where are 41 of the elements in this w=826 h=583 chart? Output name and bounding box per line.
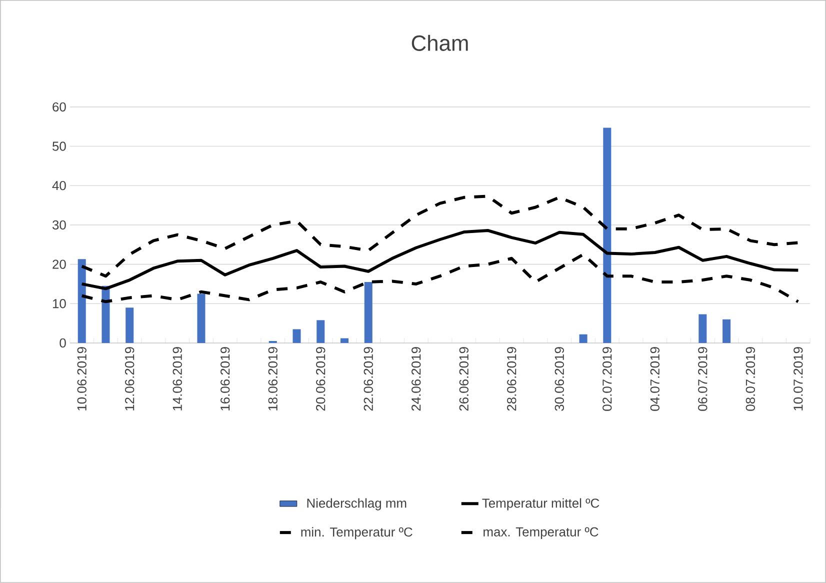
bar xyxy=(78,259,86,344)
bar xyxy=(698,314,707,344)
x-tick-label: 22.06.2019 xyxy=(364,347,373,411)
y-tick-label: 30 xyxy=(52,220,66,230)
y-tick-label: 40 xyxy=(52,181,66,190)
y-tick-label: 0 xyxy=(60,338,66,348)
x-tick-label: 10.06.2019 xyxy=(77,347,86,410)
x-tick-label: 28.06.2019 xyxy=(507,347,516,411)
legend-label: Niederschlag mm xyxy=(307,498,406,510)
x-tick-label: 12.06.2019 xyxy=(125,347,134,410)
legend-label: Temperatur mittel ºC xyxy=(482,498,600,510)
x-tick-label: 08.07.2019 xyxy=(746,347,756,411)
line-series xyxy=(80,194,800,278)
x-tick-label: 04.07.2019 xyxy=(650,347,660,411)
x-tick-label: 26.06.2019 xyxy=(459,347,468,411)
y-tick-label: 60 xyxy=(52,102,66,112)
bar xyxy=(197,294,206,344)
x-tick-label: 18.06.2019 xyxy=(268,347,278,410)
x-tick-label: 10.07.2019 xyxy=(794,347,803,410)
bar xyxy=(126,308,134,344)
bar xyxy=(316,320,325,344)
x-tick-label: 02.07.2019 xyxy=(602,347,612,411)
bar xyxy=(364,282,372,344)
y-tick-label: 10 xyxy=(52,299,66,308)
bar xyxy=(340,338,349,344)
bar xyxy=(292,329,301,344)
y-tick-label: 20 xyxy=(52,260,66,269)
x-tick-label: 16.06.2019 xyxy=(220,347,230,410)
x-tick-label: 30.06.2019 xyxy=(554,347,564,411)
x-tick-label: 24.06.2019 xyxy=(412,347,421,411)
line-series xyxy=(80,228,800,290)
legend-label: max. Temperatur ºC xyxy=(484,527,598,540)
bar xyxy=(722,319,731,344)
legend-label: min. Temperatur ºC xyxy=(301,527,412,540)
x-tick-label: 14.06.2019 xyxy=(172,347,182,410)
x-tick-label: 06.07.2019 xyxy=(698,347,708,411)
chart-title: Cham xyxy=(412,34,468,51)
bar xyxy=(603,128,612,344)
x-tick-label: 20.06.2019 xyxy=(316,347,326,411)
bar xyxy=(579,334,588,344)
y-tick-label: 50 xyxy=(52,142,66,151)
